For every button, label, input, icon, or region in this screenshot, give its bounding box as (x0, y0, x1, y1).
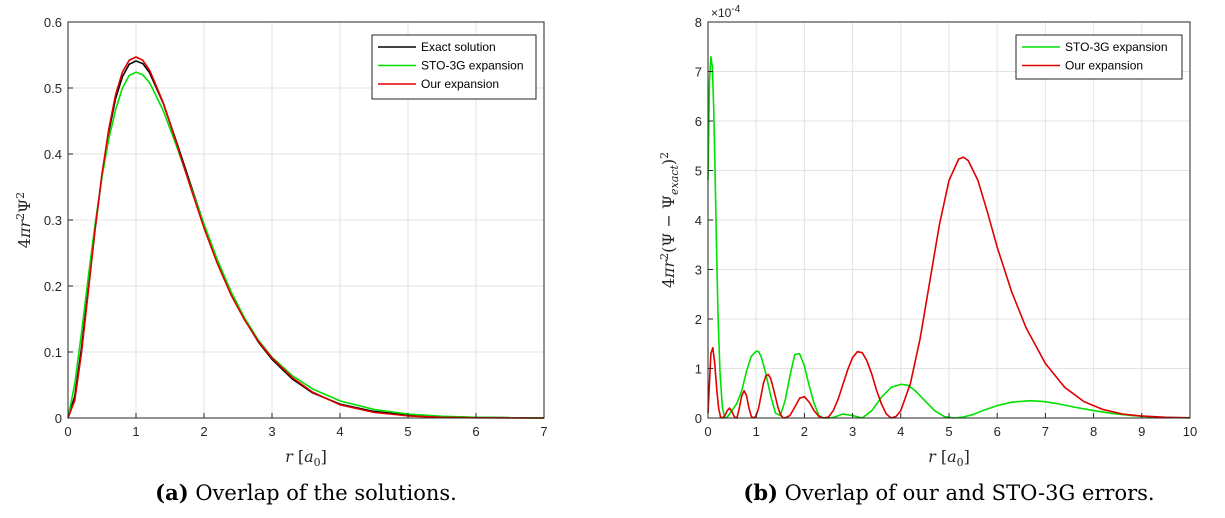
y-tick-label: 0.2 (44, 279, 62, 294)
x-tick-label: 0 (704, 424, 711, 439)
x-tick-label: 9 (1138, 424, 1145, 439)
caption-b-label: (b) (743, 480, 778, 505)
x-tick-label: 0 (64, 424, 71, 439)
x-tick-label: 3 (849, 424, 856, 439)
x-tick-label: 1 (132, 424, 139, 439)
y-tick-label: 4 (695, 213, 702, 228)
series-group-a (67, 56, 545, 419)
x-tick-label: 7 (1042, 424, 1049, 439)
y-tick-label: 6 (695, 114, 702, 129)
caption-b-text: Overlap of our and STO-3G errors. (785, 481, 1155, 505)
panel-b: 0 1 2 3 4 5 6 7 8 9 10 0 1 2 3 4 5 6 7 8 ×10-4 r [a0] 4πr2(… (658, 4, 1197, 469)
legend-label-sto-3g-expansion: STO-3G expansion (1065, 40, 1168, 54)
legend-label-our-expansion: Our expansion (421, 77, 499, 91)
series-line-our-expansion (67, 56, 545, 419)
legend-b: STO-3G expansion Our expansion (1015, 34, 1183, 80)
y-multiplier-b: ×10-4 (711, 4, 741, 20)
caption-b: (b) Overlap of our and STO-3G errors. (743, 480, 1154, 505)
y-tick-label: 0 (55, 411, 62, 426)
y-tick-label: 7 (695, 65, 702, 80)
legend-label-sto-3g-expansion: STO-3G expansion (421, 59, 524, 73)
y-tick-label: 5 (695, 164, 702, 179)
y-tick-label: 0 (695, 411, 702, 426)
y-tick-label: 8 (695, 15, 702, 30)
x-tick-label: 4 (336, 424, 343, 439)
caption-a-label: (a) (155, 480, 188, 505)
panel-a: 0 1 2 3 4 5 6 7 0 0.1 0.2 0.3 0.4 0.5 0.6 r [a0] 4πr2Ψ… (14, 15, 548, 469)
y-tick-label: 0.5 (44, 81, 62, 96)
x-tick-label: 10 (1183, 424, 1197, 439)
y-tick-label: 1 (695, 362, 702, 377)
x-tick-label: 6 (472, 424, 479, 439)
x-tick-label: 5 (945, 424, 952, 439)
legend-box (1015, 34, 1183, 80)
y-tick-label: 2 (695, 312, 702, 327)
y-tick-label: 3 (695, 263, 702, 278)
y-tick-label: 0.1 (44, 345, 62, 360)
legend-box (371, 34, 537, 100)
x-tick-label: 1 (753, 424, 760, 439)
ticks-a: 0 1 2 3 4 5 6 7 0 0.1 0.2 0.3 0.4 0.5 0.6 (44, 15, 548, 439)
x-tick-label: 2 (200, 424, 207, 439)
x-axis-label-a: r [a0] (285, 447, 327, 469)
ticks-b: 0 1 2 3 4 5 6 7 8 9 10 0 1 2 3 4 5 6 7 8 (695, 15, 1197, 439)
x-tick-label: 4 (897, 424, 904, 439)
x-tick-label: 5 (404, 424, 411, 439)
legend-a: Exact solution STO-3G expansion Our expans… (371, 34, 537, 100)
x-tick-label: 3 (268, 424, 275, 439)
y-tick-label: 0.3 (44, 213, 62, 228)
x-tick-label: 2 (801, 424, 808, 439)
caption-a: (a) Overlap of the solutions. (155, 480, 457, 505)
series-line-our-expansion (707, 156, 1191, 419)
x-axis-label-b: r [a0] (928, 447, 970, 469)
legend-label-our-expansion: Our expansion (1065, 59, 1143, 73)
y-axis-label-a: 4πr2Ψ2 (14, 192, 34, 248)
caption-a-text: Overlap of the solutions. (195, 481, 457, 505)
y-tick-label: 0.6 (44, 15, 62, 30)
y-axis-label-b: 4πr2(Ψ − Ψexact)2 (658, 152, 681, 288)
y-tick-label: 0.4 (44, 147, 62, 162)
x-tick-label: 8 (1090, 424, 1097, 439)
x-tick-label: 6 (994, 424, 1001, 439)
legend-label-exact-solution: Exact solution (421, 40, 496, 54)
x-tick-label: 7 (540, 424, 547, 439)
